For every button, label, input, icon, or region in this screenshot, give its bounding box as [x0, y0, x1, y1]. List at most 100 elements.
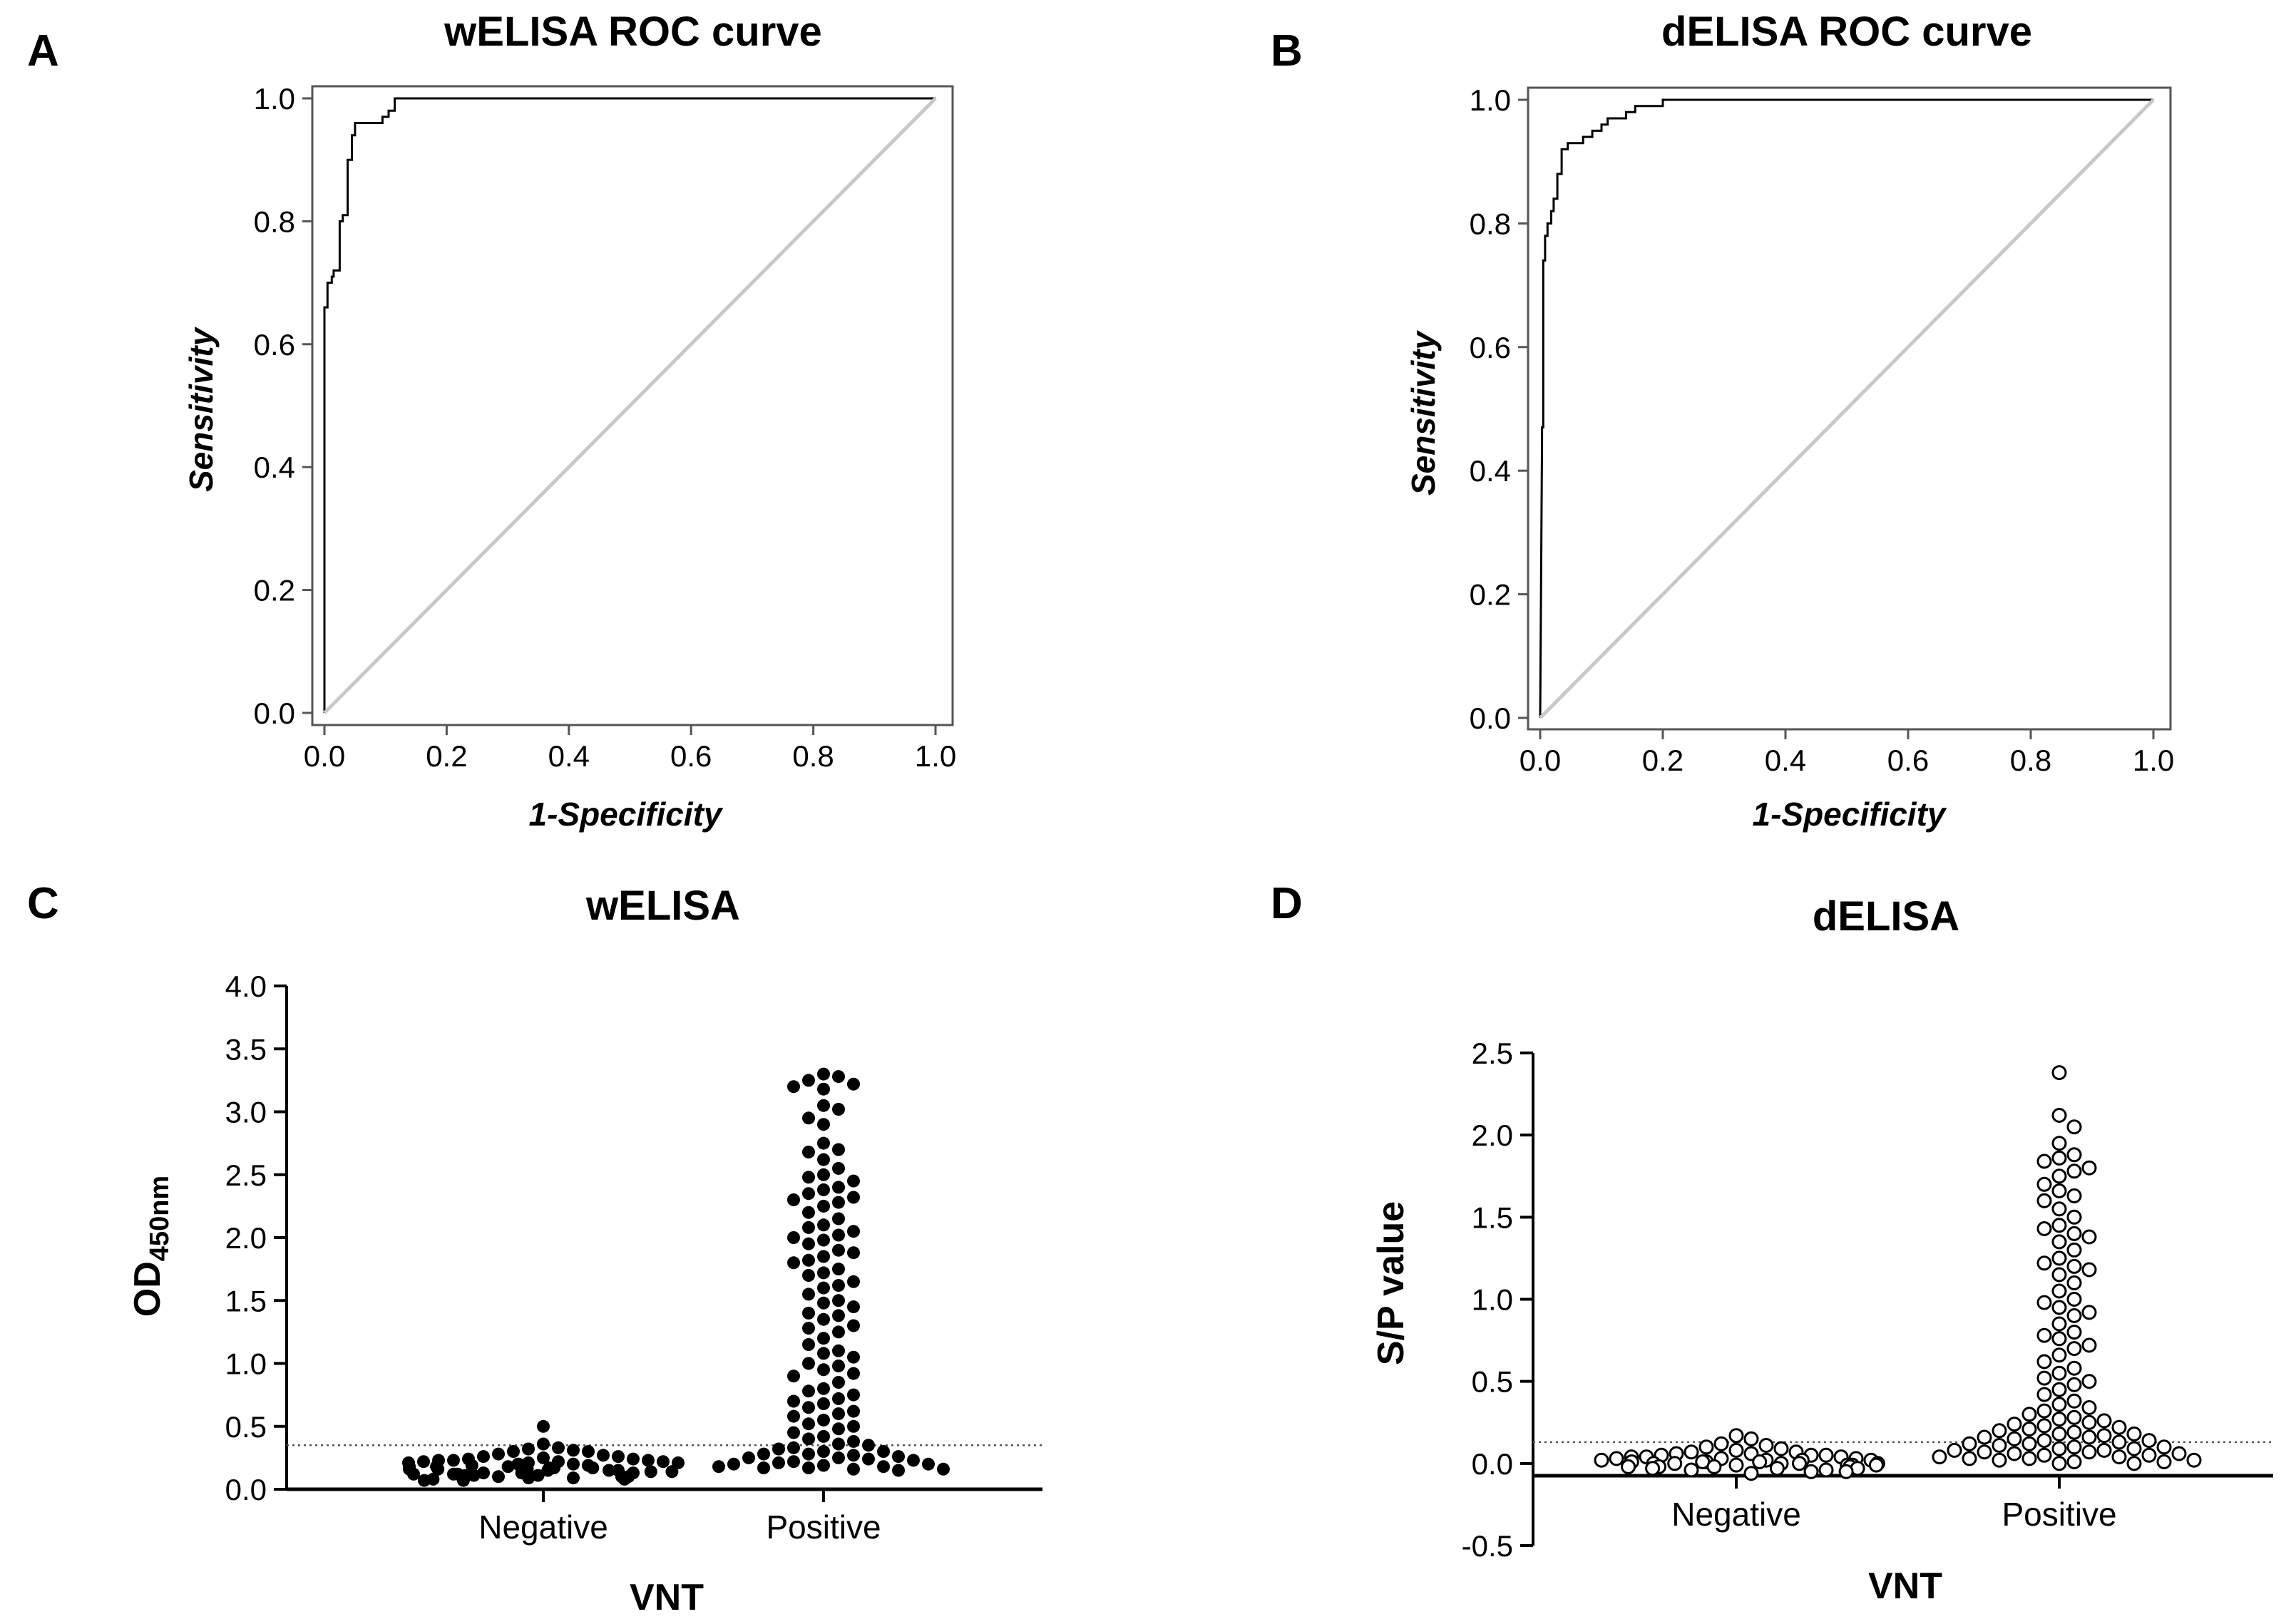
panel-a-ylabel: Sensitivity — [183, 327, 220, 493]
panel-d-positive-point — [2053, 1285, 2066, 1297]
panel-c-ylabel: OD450nm — [127, 1176, 175, 1317]
panel-d-positive-point — [2068, 1378, 2081, 1391]
panel-d-positive-point — [2023, 1452, 2036, 1465]
panel-d-positive-point — [2053, 1185, 2066, 1198]
panel-b-ytick-label: 0.6 — [1470, 331, 1511, 364]
panel-c-positive-point — [832, 1196, 845, 1209]
panel-c-positive-point — [817, 1200, 830, 1213]
figure: A B C D wELISA ROC curve Sensitivity 1-S… — [0, 0, 2296, 1624]
panel-d-negative-point — [1820, 1464, 1833, 1476]
panel-c-positive-point — [772, 1443, 785, 1456]
panel-c-ytick-label: 3.5 — [225, 1032, 267, 1066]
panel-c-positive-point — [802, 1384, 815, 1397]
panel-a-roc-chart: wELISA ROC curve Sensitivity 1-Specifici… — [183, 9, 956, 833]
panel-c-positive-point — [817, 1282, 830, 1295]
panel-c-negative-point — [627, 1453, 640, 1466]
panel-d-positive-point — [2068, 1293, 2081, 1306]
panel-b-ytick-label: 0.8 — [1470, 207, 1511, 240]
panel-c-positive-point — [817, 1137, 830, 1150]
panel-c-positive-point — [847, 1225, 860, 1238]
panel-c-positive-point — [832, 1229, 845, 1242]
panel-c-negative-point — [552, 1441, 565, 1454]
panel-d-positive-point — [2038, 1419, 2051, 1432]
panel-c-negative-point — [567, 1458, 580, 1471]
panel-d-negative-point — [1708, 1460, 1721, 1473]
panel-c-positive-point — [802, 1111, 815, 1124]
panel-d-negative-point — [1730, 1429, 1743, 1442]
panel-c-positive-point — [817, 1168, 830, 1181]
panel-c-positive-point — [817, 1234, 830, 1247]
panel-c-ytick-label: 1.5 — [225, 1284, 267, 1317]
panel-c-positive-point — [847, 1351, 860, 1364]
panel-c-positive-point — [727, 1458, 740, 1471]
panel-d-positive-point — [2038, 1329, 2051, 1342]
panel-c-positive-point — [862, 1453, 875, 1466]
panel-c-positive-point — [817, 1099, 830, 1112]
panel-d-negative-point — [1730, 1444, 1743, 1456]
panel-c-positive-point — [832, 1244, 845, 1257]
panel-c-positive-point — [802, 1221, 815, 1234]
panel-d-positive-point — [2128, 1427, 2141, 1440]
panel-c-positive-point — [847, 1463, 860, 1476]
panel-c-positive-point — [847, 1078, 860, 1091]
panel-d-positive-point — [2038, 1449, 2051, 1461]
panel-d-ytick-label: 0.5 — [1472, 1365, 1513, 1399]
panel-c-positive-point — [802, 1448, 815, 1461]
panel-d-positive-point — [2023, 1437, 2036, 1450]
panel-b-ytick-label: 0.0 — [1470, 701, 1511, 735]
panel-c-positive-point — [847, 1389, 860, 1402]
panel-c-negative-point — [567, 1444, 580, 1456]
panel-d-positive-point — [2038, 1155, 2051, 1168]
panel-b-xtick-label: 0.0 — [1519, 744, 1561, 777]
panel-c-positive-point — [832, 1213, 845, 1225]
panel-c-positive-point — [817, 1083, 830, 1096]
panel-a-ytick-label: 0.8 — [254, 205, 295, 238]
panel-c-negative-point — [645, 1465, 657, 1478]
panel-d-ytick-label: 1.5 — [1472, 1201, 1513, 1234]
panel-d-positive-point — [2038, 1257, 2051, 1270]
panel-d-positive-point — [2068, 1148, 2081, 1161]
panel-c-positive-point — [922, 1458, 935, 1471]
panel-d-negative-point — [1700, 1441, 1713, 1454]
panel-c-positive-point — [802, 1254, 815, 1267]
panel-letter-a: A — [27, 26, 59, 76]
panel-b-xtick-label: 0.8 — [2010, 744, 2051, 777]
panel-d-positive-point — [2023, 1408, 2036, 1421]
panel-c-ytick-label: 0.0 — [225, 1473, 267, 1506]
panel-c-positive-point — [847, 1367, 860, 1380]
panel-d-positive-point — [2083, 1230, 2096, 1243]
panel-b-ytick-label: 1.0 — [1470, 83, 1511, 117]
panel-b-roc-chart: dELISA ROC curve Sensitivity 1-Specifici… — [1405, 9, 2174, 833]
panel-b-title: dELISA ROC curve — [1661, 9, 2032, 55]
panel-d-positive-point — [1993, 1439, 2006, 1452]
panel-d-positive-point — [2038, 1178, 2051, 1191]
panel-d-negative-point — [1870, 1459, 1882, 1471]
panel-a-xtick-label: 0.8 — [792, 739, 834, 773]
panel-d-positive-point — [2068, 1227, 2081, 1240]
panel-c-positive-point — [847, 1175, 860, 1188]
panel-d-positive-point — [2053, 1109, 2066, 1122]
panel-d-ytick-label: -0.5 — [1462, 1529, 1513, 1563]
panel-d-positive-point — [2068, 1165, 2081, 1178]
panel-d-positive-point — [2053, 1383, 2066, 1396]
panel-c-negative-point — [582, 1445, 595, 1458]
panel-d-negative-point — [1610, 1452, 1623, 1465]
panel-c-positive-point — [817, 1118, 830, 1131]
panel-c-positive-point — [817, 1414, 830, 1427]
panel-d-ytick-label: 1.0 — [1472, 1283, 1513, 1317]
panel-d-positive-point — [2068, 1394, 2081, 1407]
panel-d-ytick-label: 2.5 — [1472, 1037, 1513, 1070]
panel-d-negative-point — [1793, 1457, 1806, 1470]
panel-c-positive-point — [742, 1451, 755, 1464]
panel-c-negative-point — [492, 1448, 505, 1461]
panel-c-positive-point — [847, 1320, 860, 1332]
panel-c-positive-point — [712, 1460, 725, 1473]
panel-c-negative-point — [665, 1465, 678, 1478]
panel-d-positive-point — [2143, 1434, 2156, 1447]
panel-d-positive-point — [2068, 1121, 2081, 1134]
panel-c-positive-point — [802, 1238, 815, 1250]
panel-c-positive-point — [802, 1171, 815, 1183]
panel-c-negative-point — [567, 1471, 580, 1484]
panel-d-negative-point — [1595, 1454, 1608, 1466]
panel-c-positive-point — [877, 1445, 890, 1458]
